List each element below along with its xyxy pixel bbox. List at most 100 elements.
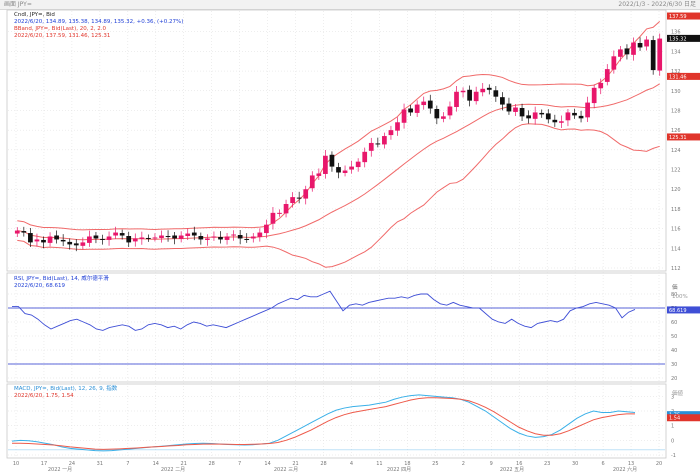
candle (178, 231, 184, 243)
candle-body (506, 103, 512, 112)
candle (545, 109, 551, 124)
candle-body (73, 243, 79, 246)
candle (21, 226, 27, 237)
x-tick-label: 20 (656, 461, 662, 467)
candle (572, 108, 577, 119)
candle (578, 110, 584, 123)
candle-body (355, 161, 361, 168)
candle-body (113, 232, 118, 236)
candle (41, 236, 46, 249)
candle (526, 110, 531, 124)
x-tick-label: 30 (572, 461, 578, 467)
candle (427, 94, 433, 114)
x-tick-label: 2 (462, 461, 465, 467)
x-tick-label: 7 (126, 461, 129, 467)
candle-body (146, 237, 151, 239)
macd-pane[interactable] (6, 383, 667, 459)
candle-body (178, 235, 184, 239)
x-tick-label: 28 (320, 461, 326, 467)
candle (159, 230, 164, 243)
candle-body (316, 173, 322, 176)
candle (434, 105, 440, 125)
main-label: Cndl, JPY=, Bid 2022/6/20, 134.89, 135.3… (14, 12, 183, 40)
candle (34, 233, 40, 247)
candle (500, 92, 505, 111)
candle-body (132, 238, 138, 242)
y-tick-label: 134 (671, 49, 681, 55)
candle (100, 234, 105, 245)
price-badge-box (667, 34, 700, 42)
candle-body (565, 112, 571, 121)
candle (388, 125, 394, 140)
x-tick-label: 21 (292, 461, 298, 467)
candle (139, 231, 145, 245)
candle (368, 137, 374, 157)
candle (336, 162, 341, 179)
x-tick-label: 10 (13, 461, 19, 467)
x-tick-label: 6 (601, 461, 604, 467)
candle (283, 199, 289, 218)
candle (93, 232, 99, 244)
candle-body (244, 238, 250, 240)
candle-body (14, 230, 20, 234)
macd-label: MACD, JPY=, Bid(Last), 12, 26, 9, 指数 202… (14, 386, 117, 400)
candle-body (375, 143, 381, 145)
y-tick-label: 114 (671, 246, 681, 252)
candle-body (460, 90, 466, 93)
candle-body (572, 112, 577, 116)
candle-body (323, 155, 328, 174)
candle (447, 101, 453, 120)
candle (467, 85, 472, 107)
candle (290, 192, 295, 208)
candle (637, 37, 643, 51)
y-tick-label: 116 (671, 227, 681, 233)
rsi-top-label: 価 (672, 285, 678, 291)
candle (349, 160, 354, 174)
candle-body (80, 242, 86, 246)
candle (132, 233, 138, 247)
main-label-line1: Cndl, JPY=, Bid (14, 12, 55, 18)
y-tick-label: 122 (671, 168, 681, 174)
candle (506, 97, 512, 115)
candle (198, 232, 204, 245)
candle-body (172, 235, 177, 239)
candle (218, 231, 223, 244)
y-tick-label: 130 (671, 89, 681, 95)
x-month-label: 2022 二月 (161, 467, 185, 472)
candle-body (591, 87, 597, 104)
candle-body (493, 90, 499, 97)
candle (519, 103, 525, 121)
x-month-label: 2022 四月 (387, 467, 411, 472)
candle (624, 44, 630, 60)
candle-body (447, 106, 453, 116)
candle-body (191, 232, 197, 236)
candle-body (67, 241, 73, 245)
main-label-line4: 2022/6/20, 137.59, 131.46, 125.31 (14, 33, 111, 39)
candle (172, 232, 177, 245)
price-badge-box (667, 133, 700, 141)
y-tick-label: 128 (671, 108, 681, 114)
candle-body (100, 238, 105, 240)
candle-body (283, 204, 289, 214)
rsi-y-tick-label: 30 (671, 362, 677, 368)
candle (244, 233, 250, 243)
candle (618, 45, 623, 62)
y-tick-label: 136 (671, 30, 681, 36)
rsi-pane[interactable] (6, 272, 667, 383)
candle (87, 230, 92, 247)
x-month-label: 2022 六月 (613, 466, 637, 472)
candle (113, 226, 118, 239)
candle (598, 78, 604, 95)
candle (362, 147, 368, 168)
main-pane[interactable] (6, 9, 667, 272)
candle (460, 87, 466, 98)
candle-body (185, 233, 191, 236)
y-tick-label: 132 (671, 69, 681, 75)
candle (375, 137, 381, 148)
main-label-line3: BBand, JPY=, Bid(Last), 20, 2, 2.0 (14, 26, 106, 32)
signal-line (12, 397, 635, 450)
candle-body (401, 109, 407, 123)
rsi-badge-value: 68.619 (669, 308, 687, 314)
candle (414, 100, 420, 117)
